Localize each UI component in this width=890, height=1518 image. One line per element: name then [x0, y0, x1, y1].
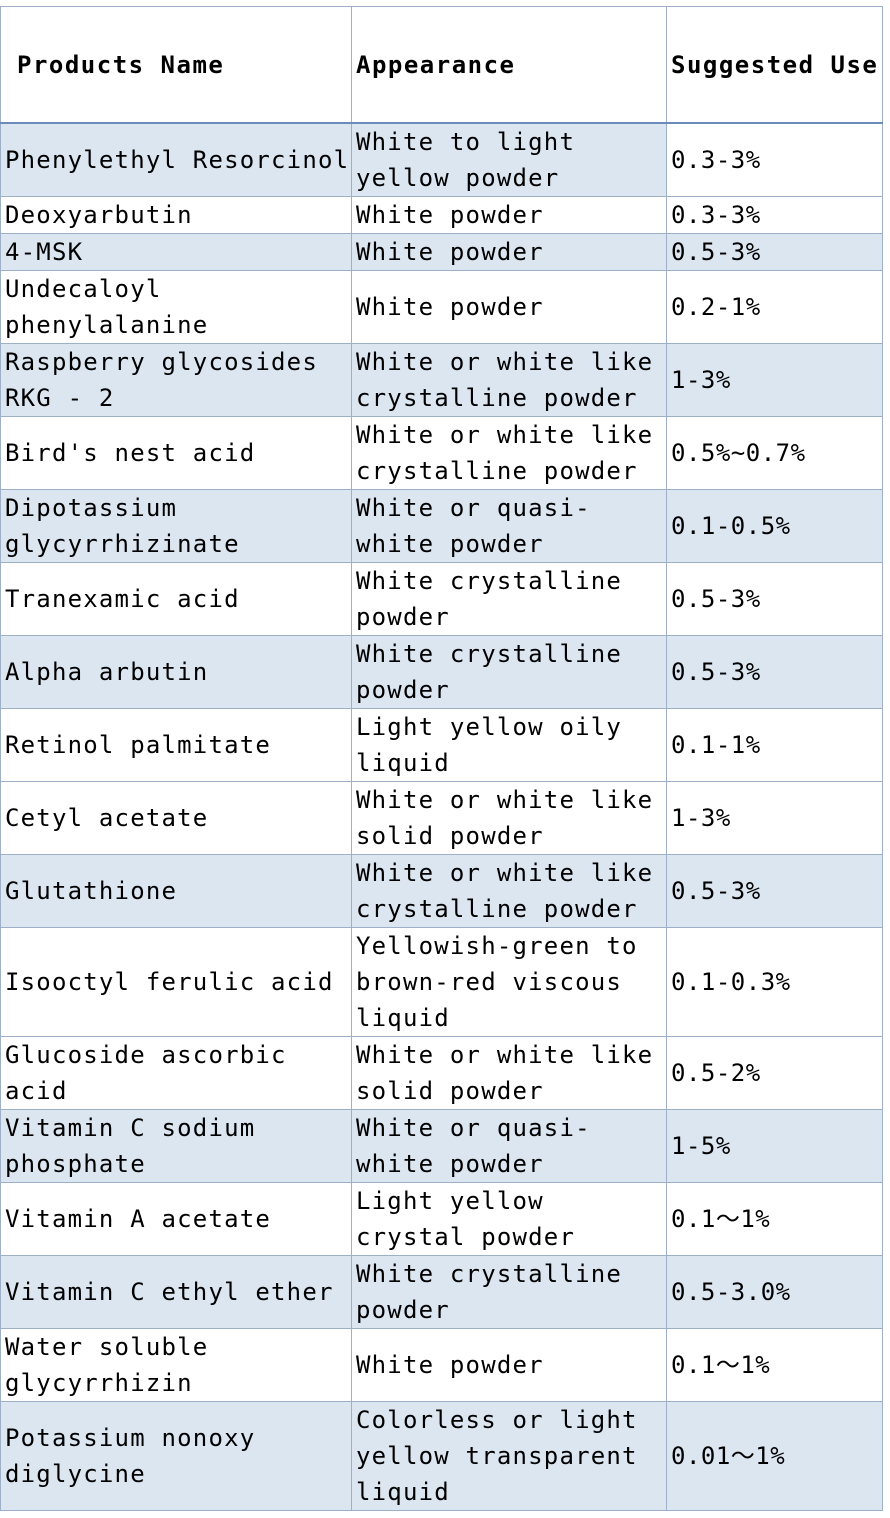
product-name-cell[interactable]: Phenylethyl Resorcinol — [0, 122, 352, 197]
appearance-cell[interactable]: White powder — [351, 233, 667, 271]
product-name-cell[interactable]: Dipotassium glycyrrhizinate — [0, 489, 352, 563]
appearance-cell[interactable]: White to light yellow powder — [351, 122, 667, 197]
suggested-use-cell[interactable]: 1-3% — [666, 781, 883, 855]
product-name-cell[interactable]: Retinol palmitate — [0, 708, 352, 782]
table-row: Dipotassium glycyrrhizinate White or qua… — [0, 489, 883, 563]
table-row: Cetyl acetate White or white like solid … — [0, 781, 883, 855]
appearance-cell[interactable]: Light yellow crystal powder — [351, 1182, 667, 1256]
product-name-cell[interactable]: Vitamin A acetate — [0, 1182, 352, 1256]
appearance-cell[interactable]: White or quasi-white powder — [351, 1109, 667, 1183]
product-name-cell[interactable]: Glucoside ascorbic acid — [0, 1036, 352, 1110]
appearance-cell[interactable]: White crystalline powder — [351, 1255, 667, 1329]
table-row: Alpha arbutin White crystalline powder 0… — [0, 635, 883, 709]
table-row: Isooctyl ferulic acid Yellowish-green to… — [0, 927, 883, 1037]
suggested-use-cell[interactable]: 1-3% — [666, 343, 883, 417]
table-row: 4-MSK White powder 0.5-3% — [0, 233, 883, 271]
product-name-cell[interactable]: Potassium nonoxy diglycine — [0, 1401, 352, 1511]
table-row: Water soluble glycyrrhizin White powder … — [0, 1328, 883, 1402]
appearance-cell[interactable]: White or quasi-white powder — [351, 489, 667, 563]
table-row: Vitamin A acetate Light yellow crystal p… — [0, 1182, 883, 1256]
product-name-cell[interactable]: Bird's nest acid — [0, 416, 352, 490]
product-name-cell[interactable]: Vitamin C ethyl ether — [0, 1255, 352, 1329]
table-row: Potassium nonoxy diglycine Colorless or … — [0, 1401, 883, 1511]
suggested-use-cell[interactable]: 0.3-3% — [666, 122, 883, 197]
product-name-cell[interactable]: Cetyl acetate — [0, 781, 352, 855]
table-row: Glutathione White or white like crystall… — [0, 854, 883, 928]
suggested-use-cell[interactable]: 0.5-3% — [666, 635, 883, 709]
header-appearance[interactable]: Appearance — [351, 6, 667, 124]
product-name-cell[interactable]: Isooctyl ferulic acid — [0, 927, 352, 1037]
product-table: Products Name Appearance Suggested Use P… — [0, 6, 883, 1511]
product-name-cell[interactable]: Vitamin C sodium phosphate — [0, 1109, 352, 1183]
product-name-cell[interactable]: Raspberry glycosides RKG - 2 — [0, 343, 352, 417]
product-name-cell[interactable]: Water soluble glycyrrhizin — [0, 1328, 352, 1402]
appearance-cell[interactable]: Light yellow oily liquid — [351, 708, 667, 782]
table-row: Raspberry glycosides RKG - 2 White or wh… — [0, 343, 883, 417]
suggested-use-cell[interactable]: 0.5-3.0% — [666, 1255, 883, 1329]
appearance-cell[interactable]: White or white like solid powder — [351, 1036, 667, 1110]
suggested-use-cell[interactable]: 0.5%~0.7% — [666, 416, 883, 490]
suggested-use-cell[interactable]: 0.5-3% — [666, 854, 883, 928]
suggested-use-cell[interactable]: 0.5-2% — [666, 1036, 883, 1110]
product-name-cell[interactable]: Alpha arbutin — [0, 635, 352, 709]
suggested-use-cell[interactable]: 0.1～1% — [666, 1328, 883, 1402]
suggested-use-cell[interactable]: 0.1-1% — [666, 708, 883, 782]
appearance-cell[interactable]: White or white like crystalline powder — [351, 416, 667, 490]
table-header-row: Products Name Appearance Suggested Use — [0, 6, 883, 124]
suggested-use-cell[interactable]: 0.5-3% — [666, 562, 883, 636]
appearance-cell[interactable]: White crystalline powder — [351, 635, 667, 709]
table-row: Vitamin C sodium phosphate White or quas… — [0, 1109, 883, 1183]
appearance-cell[interactable]: White powder — [351, 1328, 667, 1402]
appearance-cell[interactable]: White crystalline powder — [351, 562, 667, 636]
suggested-use-cell[interactable]: 0.2-1% — [666, 270, 883, 344]
header-products-name[interactable]: Products Name — [0, 6, 352, 124]
appearance-cell[interactable]: White powder — [351, 270, 667, 344]
appearance-cell[interactable]: White or white like crystalline powder — [351, 343, 667, 417]
table-row: Tranexamic acid White crystalline powder… — [0, 562, 883, 636]
suggested-use-cell[interactable]: 1-5% — [666, 1109, 883, 1183]
table-row: Deoxyarbutin White powder 0.3-3% — [0, 196, 883, 234]
suggested-use-cell[interactable]: 0.1-0.5% — [666, 489, 883, 563]
appearance-cell[interactable]: White powder — [351, 196, 667, 234]
appearance-cell[interactable]: Yellowish-green to brown-red viscous liq… — [351, 927, 667, 1037]
product-name-cell[interactable]: Glutathione — [0, 854, 352, 928]
appearance-cell[interactable]: White or white like crystalline powder — [351, 854, 667, 928]
appearance-cell[interactable]: White or white like solid powder — [351, 781, 667, 855]
table-row: Retinol palmitate Light yellow oily liqu… — [0, 708, 883, 782]
product-name-cell[interactable]: Tranexamic acid — [0, 562, 352, 636]
header-suggested-use[interactable]: Suggested Use — [666, 6, 883, 124]
suggested-use-cell[interactable]: 0.01～1% — [666, 1401, 883, 1511]
suggested-use-cell[interactable]: 0.3-3% — [666, 196, 883, 234]
table-row: Vitamin C ethyl ether White crystalline … — [0, 1255, 883, 1329]
table-row: Undecaloyl phenylalanine White powder 0.… — [0, 270, 883, 344]
suggested-use-cell[interactable]: 0.1～1% — [666, 1182, 883, 1256]
product-name-cell[interactable]: Deoxyarbutin — [0, 196, 352, 234]
suggested-use-cell[interactable]: 0.5-3% — [666, 233, 883, 271]
table-row: Bird's nest acid White or white like cry… — [0, 416, 883, 490]
table-row: Glucoside ascorbic acid White or white l… — [0, 1036, 883, 1110]
table-row: Phenylethyl Resorcinol White to light ye… — [0, 122, 883, 197]
product-name-cell[interactable]: Undecaloyl phenylalanine — [0, 270, 352, 344]
suggested-use-cell[interactable]: 0.1-0.3% — [666, 927, 883, 1037]
appearance-cell[interactable]: Colorless or light yellow transparent li… — [351, 1401, 667, 1511]
product-name-cell[interactable]: 4-MSK — [0, 233, 352, 271]
